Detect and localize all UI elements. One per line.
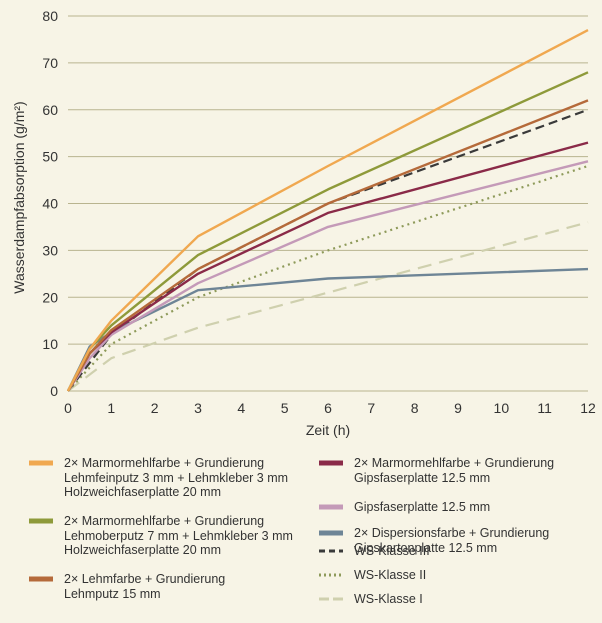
legend-label-line: 2× Lehmfarbe + Grundierung (64, 572, 226, 586)
legend-label-line: WS-Klasse I (354, 592, 423, 606)
legend-label: WS-Klasse II (354, 568, 426, 583)
series-line-1 (66, 29, 589, 392)
series-line-2 (66, 71, 589, 392)
series-line-5 (66, 160, 589, 392)
legend-swatch (318, 526, 344, 540)
y-tick-label: 30 (42, 242, 58, 258)
x-tick-label: 7 (367, 400, 375, 416)
legend-swatch (28, 514, 54, 528)
series-line-8 (67, 164, 589, 392)
x-tick-label: 1 (107, 400, 115, 416)
legend-label-line: Gipsfaserplatte 12.5 mm (354, 500, 491, 514)
x-tick-label: 3 (194, 400, 202, 416)
legend-label-line: WS-Klasse III (354, 544, 430, 558)
series-line-7 (67, 108, 589, 392)
legend-item: WS-Klasse II (318, 568, 426, 583)
legend-item: 2× Marmormehlfarbe + Grundierung Lehmober… (28, 514, 293, 558)
legend-swatch (318, 592, 344, 606)
legend-swatch (318, 456, 344, 470)
legend-item: Gipsfaserplatte 12.5 mm (318, 500, 490, 515)
y-tick-label: 60 (42, 102, 58, 118)
legend-label-line: Lehmfeinputz 3 mm + Lehmkleber 3 mm (64, 470, 289, 485)
legend-label-line: Holzweichfaserplatte 20 mm (64, 543, 222, 557)
y-tick-label: 10 (42, 336, 58, 352)
legend-item: 2× Dispersionsfarbe + Grundierung Gipskar… (318, 526, 549, 555)
x-tick-label: 10 (494, 400, 510, 416)
legend-item: WS-Klasse III (318, 544, 430, 559)
legend-item: 2× Marmormehlfarbe + Grundierung Lehmfein… (28, 456, 288, 500)
y-tick-label: 40 (42, 196, 58, 212)
legend-label: 2× Marmormehlfarbe + Grundierung Lehmober… (64, 514, 293, 558)
series-line-3 (66, 99, 589, 392)
y-tick-label: 70 (42, 55, 58, 71)
x-tick-label: 4 (237, 400, 245, 416)
legend-label-line: WS-Klasse II (354, 568, 427, 582)
legend-label-line: 2× Dispersionsfarbe + Grundierung (354, 526, 550, 540)
y-tick-label: 20 (42, 289, 58, 305)
x-tick-label: 12 (580, 400, 596, 416)
y-axis-tick-labels: 0 10 20 30 40 50 60 70 80 (42, 8, 58, 399)
x-tick-label: 5 (281, 400, 289, 416)
legend-label: 2× Dispersionsfarbe + Grundierung Gipskar… (354, 526, 549, 555)
y-tick-label: 80 (42, 8, 58, 24)
x-axis-tick-labels: 0 1 2 3 4 5 6 7 8 9 10 11 12 (64, 400, 596, 416)
y-axis-label: Wasserdampfabsorption (g/m²) (11, 101, 27, 293)
y-tick-label: 50 (42, 149, 58, 165)
x-tick-label: 8 (411, 400, 419, 416)
x-tick-label: 2 (151, 400, 159, 416)
legend: 2× Marmormehlfarbe + Grundierung Lehmfein… (0, 456, 602, 623)
legend-label-line: 2× Marmormehlfarbe + Grundierung (64, 514, 265, 528)
legend-label: WS-Klasse III (354, 544, 430, 559)
legend-label-line: Holzweichfaserplatte 20 mm (64, 485, 222, 499)
legend-label: 2× Marmormehlfarbe + Grundierung Lehmfein… (64, 456, 288, 500)
legend-label-line: Lehmputz 15 mm (64, 586, 161, 601)
legend-swatch (318, 568, 344, 582)
legend-label-line: Gipskartonplatte 12.5 mm (354, 540, 498, 555)
legend-label-line: Gipsfaserplatte 12.5 mm (354, 470, 491, 485)
x-axis-label: Zeit (h) (306, 422, 350, 438)
x-tick-label: 9 (454, 400, 462, 416)
x-tick-label: 0 (64, 400, 72, 416)
x-tick-label: 6 (324, 400, 332, 416)
series-lines (66, 29, 589, 392)
legend-swatch (28, 572, 54, 586)
legend-label: WS-Klasse I (354, 592, 423, 607)
legend-label-line: 2× Marmormehlfarbe + Grundierung (64, 456, 265, 470)
legend-swatch (28, 456, 54, 470)
legend-label: Gipsfaserplatte 12.5 mm (354, 500, 490, 515)
legend-swatch (318, 544, 344, 558)
legend-label-line: Lehmoberputz 7 mm + Lehmkleber 3 mm (64, 528, 293, 543)
legend-item: 2× Marmormehlfarbe + Grundierung Gipsfase… (318, 456, 554, 485)
legend-swatch (318, 500, 344, 514)
x-tick-label: 11 (537, 400, 552, 416)
legend-label-line: 2× Marmormehlfarbe + Grundierung (354, 456, 555, 470)
legend-label: 2× Marmormehlfarbe + Grundierung Gipsfase… (354, 456, 554, 485)
legend-label: 2× Lehmfarbe + Grundierung Lehmputz 15 mm (64, 572, 225, 601)
y-tick-label: 0 (50, 383, 58, 399)
legend-item: 2× Lehmfarbe + Grundierung Lehmputz 15 mm (28, 572, 225, 601)
legend-item: WS-Klasse I (318, 592, 423, 607)
